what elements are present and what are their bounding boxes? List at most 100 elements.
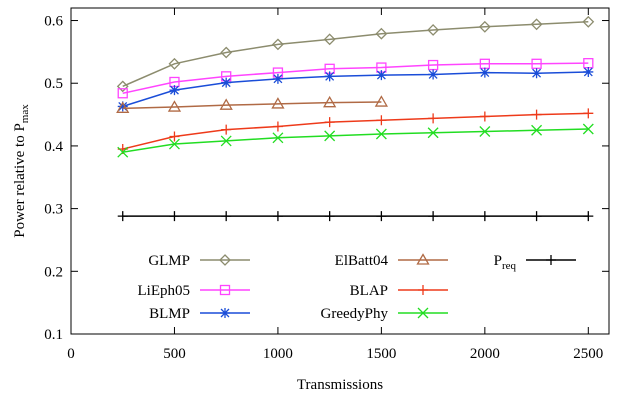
series-line xyxy=(122,101,382,110)
data-point xyxy=(221,124,232,135)
legend-label: ElBatt04 xyxy=(335,253,389,269)
y-tick-label: 0.5 xyxy=(44,76,63,92)
legend-label: BLMP xyxy=(149,306,190,322)
data-point xyxy=(219,98,233,110)
data-point xyxy=(324,71,335,82)
axis-ticks: 0 500 1000 1500 2000 2500 0.1 0.2 0.3 0.4 0.5 0.6 xyxy=(44,8,609,362)
data-point xyxy=(376,115,387,126)
legend-marker xyxy=(418,285,428,295)
legend-marker xyxy=(546,255,556,265)
data-point xyxy=(428,113,439,124)
data-point xyxy=(271,97,285,109)
legend-label-text: BLMP xyxy=(149,306,190,322)
data-point xyxy=(428,69,439,80)
data-point xyxy=(479,126,491,137)
series-6 xyxy=(117,211,594,222)
x-tick-label: 500 xyxy=(163,346,186,362)
legend-marker xyxy=(416,253,430,265)
data-point xyxy=(272,38,284,51)
legend-marker xyxy=(219,284,231,296)
data-point xyxy=(323,33,336,46)
data-point xyxy=(169,131,180,142)
y-tick-label: 0.4 xyxy=(44,139,63,155)
series-line xyxy=(122,21,589,88)
data-point xyxy=(220,135,232,147)
legend-item: GreedyPhy xyxy=(321,306,448,322)
data-point xyxy=(167,100,182,112)
data-point xyxy=(583,108,594,119)
data-point xyxy=(168,57,181,70)
series-line xyxy=(122,112,589,150)
data-point xyxy=(375,27,388,40)
legend-item: Preq xyxy=(494,253,576,272)
legend-label-text: LiEph05 xyxy=(138,283,191,299)
legend-label-text: GLMP xyxy=(148,253,190,269)
data-point xyxy=(479,67,490,78)
series-4 xyxy=(117,108,594,155)
legend-marker xyxy=(417,307,429,319)
series-0 xyxy=(116,15,595,93)
data-point xyxy=(220,46,233,59)
legend-label: BLAP xyxy=(350,283,388,299)
legend-item: BLMP xyxy=(149,306,250,322)
y-axis-label-subscript: max xyxy=(19,104,31,123)
x-tick-label: 2000 xyxy=(470,346,500,362)
y-axis-label: Power relative to Pmax xyxy=(12,104,31,238)
data-point xyxy=(117,211,128,222)
legend-label-text: BLAP xyxy=(350,283,388,299)
data-point xyxy=(169,211,180,222)
data-point xyxy=(531,124,543,136)
plot-frame xyxy=(70,7,610,335)
series-layer xyxy=(116,15,595,222)
data-point xyxy=(531,211,542,222)
x-tick-label: 1500 xyxy=(366,346,396,362)
series-1 xyxy=(117,58,594,99)
data-point xyxy=(427,24,440,36)
legend-label-text: ElBatt04 xyxy=(335,253,389,269)
data-point xyxy=(427,127,439,139)
data-point xyxy=(117,146,129,158)
data-point xyxy=(583,66,594,77)
data-point xyxy=(323,95,337,108)
x-tick-label: 2500 xyxy=(573,346,603,362)
data-point xyxy=(116,80,129,93)
data-point xyxy=(221,211,232,222)
legend-label: GLMP xyxy=(148,253,190,269)
data-point xyxy=(221,77,232,88)
data-point xyxy=(117,101,128,112)
data-point xyxy=(530,18,543,31)
series-2 xyxy=(117,66,594,112)
legend-item: GLMP xyxy=(148,253,250,269)
x-axis-label: Transmissions xyxy=(297,377,383,393)
data-point xyxy=(272,73,283,84)
legend-label-text: P xyxy=(494,253,502,269)
series-line xyxy=(122,62,589,94)
data-point xyxy=(428,211,439,222)
data-point xyxy=(376,70,387,81)
data-point xyxy=(272,121,283,132)
legend-item: BLAP xyxy=(350,283,448,299)
data-point xyxy=(582,15,595,28)
data-point xyxy=(583,211,594,222)
data-point xyxy=(116,101,130,113)
y-tick-label: 0.1 xyxy=(44,327,63,343)
data-point xyxy=(324,130,336,142)
data-point xyxy=(479,211,490,222)
legend-marker xyxy=(220,308,230,318)
x-tick-label: 1000 xyxy=(263,346,293,362)
legend-label: LiEph05 xyxy=(138,283,191,299)
data-point xyxy=(169,85,180,96)
y-tick-label: 0.2 xyxy=(44,264,63,280)
y-axis-label-main: Power relative to P xyxy=(12,123,28,238)
data-point xyxy=(582,123,594,135)
series-line xyxy=(122,71,589,108)
series-3 xyxy=(116,95,389,113)
data-point xyxy=(324,211,335,222)
legend-label-text: GreedyPhy xyxy=(321,306,389,322)
legend-label-subscript: req xyxy=(502,260,517,272)
legend: GLMP LiEph05 BLMP ElBatt04 BLAP GreedyPhy Preq xyxy=(138,253,576,322)
data-point xyxy=(531,109,542,120)
x-tick-label: 0 xyxy=(67,346,75,362)
data-point xyxy=(375,128,387,140)
